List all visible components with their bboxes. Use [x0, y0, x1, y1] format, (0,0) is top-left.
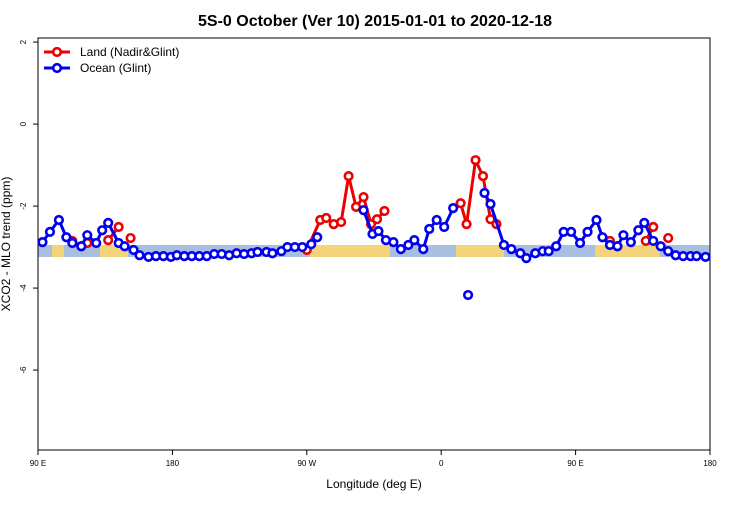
data-point: [663, 232, 674, 244]
data-point: [582, 226, 593, 238]
data-point: [625, 237, 636, 248]
legend-label: Land (Nadir&Glint): [80, 45, 179, 59]
y-tick-label: 2: [19, 39, 28, 44]
data-point: [37, 237, 48, 248]
data-point: [448, 203, 459, 214]
data-point: [700, 251, 711, 263]
data-point: [321, 212, 332, 224]
data-point: [409, 235, 420, 246]
data-point: [498, 239, 510, 251]
data-point: [379, 205, 390, 217]
data-point: [521, 253, 532, 264]
y-tick-label: -4: [19, 284, 28, 292]
data-point: [297, 241, 308, 253]
y-tick-label: -2: [19, 202, 28, 210]
x-tick-label: 90 E: [567, 459, 583, 468]
data-point: [479, 187, 490, 199]
data-point: [612, 241, 623, 252]
land-band: [456, 245, 504, 257]
data-point: [424, 223, 435, 235]
data-point: [128, 244, 139, 256]
x-tick-label: 0: [439, 459, 444, 468]
data-point: [103, 217, 114, 228]
x-tick-label: 90 W: [297, 459, 316, 468]
data-point: [462, 289, 474, 301]
data-point: [371, 214, 383, 225]
data-point: [61, 232, 72, 243]
data-point: [125, 232, 136, 244]
data-point: [574, 237, 586, 249]
data-point: [485, 198, 496, 210]
data-point: [663, 246, 674, 257]
data-point: [633, 225, 644, 236]
legend-label: Ocean (Glint): [80, 61, 151, 75]
data-point: [470, 155, 481, 166]
data-point: [543, 246, 554, 257]
data-point: [418, 244, 429, 255]
data-point: [388, 237, 399, 248]
land-band: [595, 245, 660, 257]
data-point: [618, 230, 629, 241]
data-point: [53, 214, 65, 226]
data-point: [591, 214, 602, 226]
legend-marker: [51, 46, 63, 58]
data-point: [551, 241, 562, 252]
y-tick-label: -6: [19, 366, 28, 374]
data-point: [431, 214, 442, 226]
data-point: [312, 232, 323, 243]
data-point: [82, 230, 93, 241]
data-point: [113, 221, 124, 233]
data-point: [134, 250, 145, 261]
x-axis-label: Longitude (deg E): [326, 477, 421, 491]
data-point: [655, 241, 666, 252]
data-point: [455, 198, 466, 209]
y-tick-label: 0: [19, 121, 28, 126]
data-point: [566, 226, 577, 238]
data-point: [91, 237, 102, 249]
data-point: [477, 171, 489, 182]
data-point: [306, 239, 317, 250]
data-point: [358, 205, 369, 216]
data-point: [267, 248, 278, 259]
data-point: [67, 237, 78, 249]
data-point: [597, 232, 608, 243]
data-point: [691, 250, 702, 262]
data-point: [358, 191, 369, 203]
land-band: [52, 245, 64, 257]
data-point: [343, 171, 354, 182]
data-point: [252, 246, 263, 258]
y-axis-label: XCO2 - MLO trend (ppm): [0, 177, 13, 312]
data-point: [97, 225, 108, 236]
data-point: [439, 221, 450, 233]
data-point: [461, 219, 472, 230]
data-point: [639, 217, 650, 228]
x-tick-label: 90 E: [30, 459, 46, 468]
land-band: [310, 245, 390, 257]
data-point: [119, 241, 130, 252]
data-point: [395, 244, 406, 255]
data-point: [373, 225, 384, 237]
data-point: [648, 221, 659, 233]
data-point: [648, 235, 659, 247]
chart-title: 5S-0 October (Ver 10) 2015-01-01 to 2020…: [198, 13, 552, 30]
legend-marker: [51, 62, 63, 74]
data-point: [336, 216, 347, 228]
x-tick-label: 180: [703, 459, 717, 468]
data-point: [103, 235, 114, 246]
data-point: [76, 241, 87, 252]
x-tick-label: 180: [166, 459, 180, 468]
data-point: [506, 244, 517, 255]
data-point: [44, 226, 56, 238]
